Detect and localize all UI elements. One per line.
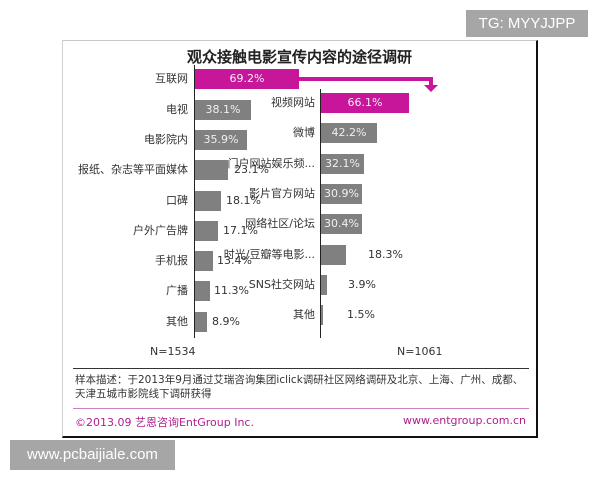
right-row: 微博 xyxy=(213,123,320,143)
bar-value: 30.4% xyxy=(324,217,359,230)
bar-value: 38.1% xyxy=(205,103,241,116)
bar-value: 35.9% xyxy=(203,133,239,146)
note-divider xyxy=(73,368,529,369)
left-row: 口碑 xyxy=(63,191,194,211)
watermark-site: www.pcbaijiale.com xyxy=(10,440,175,470)
category-label: 网络社区/论坛 xyxy=(245,217,315,230)
arrow-down-icon xyxy=(424,85,438,92)
watermark-tg: TG: MYYJJPP xyxy=(466,10,588,37)
bar: 32.1% xyxy=(321,154,364,174)
bar: 42.2% xyxy=(321,123,377,143)
footer-divider xyxy=(73,408,529,409)
right-row: 其他 xyxy=(213,305,320,325)
category-label: 时光/豆瓣等电影... xyxy=(223,248,315,261)
bar-highlight: 69.2% xyxy=(195,69,299,89)
source-url: www.entgroup.com.cn xyxy=(403,414,526,427)
category-label: 手机报 xyxy=(155,254,188,267)
bar-value: 13.4% xyxy=(217,254,252,267)
right-row: 时光/豆瓣等电影... xyxy=(213,245,320,265)
category-label: 视频网站 xyxy=(271,96,315,109)
category-label: 其他 xyxy=(166,315,188,328)
bar xyxy=(195,281,210,301)
left-row: 电影院内 xyxy=(63,130,194,150)
bar-value: 17.1% xyxy=(223,224,258,237)
category-label: 口碑 xyxy=(166,194,188,207)
bar xyxy=(321,275,327,295)
bar-value: 32.1% xyxy=(325,157,360,170)
category-label: 互联网 xyxy=(155,72,188,85)
left-row: 户外广告牌 xyxy=(63,221,194,241)
bar xyxy=(195,221,218,241)
bar-highlight: 66.1% xyxy=(321,93,409,113)
sample-description: 样本描述：于2013年9月通过艾瑞咨询集团iclick调研社区网络调研及北京、上… xyxy=(75,374,524,400)
bar: 38.1% xyxy=(195,100,251,120)
chart-frame: 观众接触电影宣传内容的途径调研 互联网 69.2% 电视 38.1% 电影院内 … xyxy=(62,40,538,438)
bar-value: 3.9% xyxy=(348,278,376,291)
category-label: 其他 xyxy=(293,308,315,321)
right-axis-line xyxy=(320,89,321,338)
category-label: 电视 xyxy=(166,103,188,116)
bar-value: 66.1% xyxy=(347,96,383,109)
bar-value: 42.2% xyxy=(331,126,367,139)
bar-value: 18.1% xyxy=(226,194,261,207)
category-label: 广播 xyxy=(166,284,188,297)
category-label: 影片官方网站 xyxy=(249,187,315,200)
left-axis-line xyxy=(194,65,195,338)
category-label: 门户网站娱乐频... xyxy=(227,157,316,170)
bar-value: 69.2% xyxy=(229,72,265,85)
bar xyxy=(321,245,346,265)
bar: 30.4% xyxy=(321,214,362,234)
bar xyxy=(195,191,221,211)
right-row: 门户网站娱乐频... xyxy=(213,154,320,174)
bar xyxy=(195,160,228,180)
category-label: SNS社交网站 xyxy=(248,278,315,291)
right-row: 影片官方网站 xyxy=(213,184,320,204)
category-label: 微博 xyxy=(293,126,315,139)
copyright-text: ©2013.09 艺恩咨询EntGroup Inc. xyxy=(75,416,254,429)
left-row: 其他 xyxy=(63,312,194,332)
bar-value: 18.3% xyxy=(368,248,403,261)
right-row: 视频网站 xyxy=(213,93,320,113)
bar xyxy=(195,251,213,271)
category-label: 电影院内 xyxy=(144,133,188,146)
left-row: 广播 xyxy=(63,281,194,301)
connector-line xyxy=(293,77,433,81)
bar-value: 30.9% xyxy=(324,187,359,200)
connector-line-vertical xyxy=(429,77,433,87)
bar xyxy=(195,312,207,332)
bar-value: 1.5% xyxy=(347,308,375,321)
left-row: 手机报 xyxy=(63,251,194,271)
bar-value: 8.9% xyxy=(212,315,240,328)
bar xyxy=(321,305,323,325)
left-row: 报纸、杂志等平面媒体 xyxy=(63,160,194,180)
category-label: 户外广告牌 xyxy=(133,224,188,237)
left-row: 电视 xyxy=(63,100,194,120)
chart-title: 观众接触电影宣传内容的途径调研 xyxy=(186,48,412,66)
category-label: 报纸、杂志等平面媒体 xyxy=(78,163,188,176)
bar: 35.9% xyxy=(195,130,247,150)
bar: 30.9% xyxy=(321,184,362,204)
bar-value: 23.1% xyxy=(234,163,269,176)
right-sample-size: N=1061 xyxy=(397,345,443,358)
right-row: SNS社交网站 xyxy=(213,275,320,295)
right-row: 网络社区/论坛 xyxy=(213,214,320,234)
left-row: 互联网 xyxy=(63,69,194,89)
bar-value: 11.3% xyxy=(214,284,249,297)
left-sample-size: N=1534 xyxy=(150,345,196,358)
